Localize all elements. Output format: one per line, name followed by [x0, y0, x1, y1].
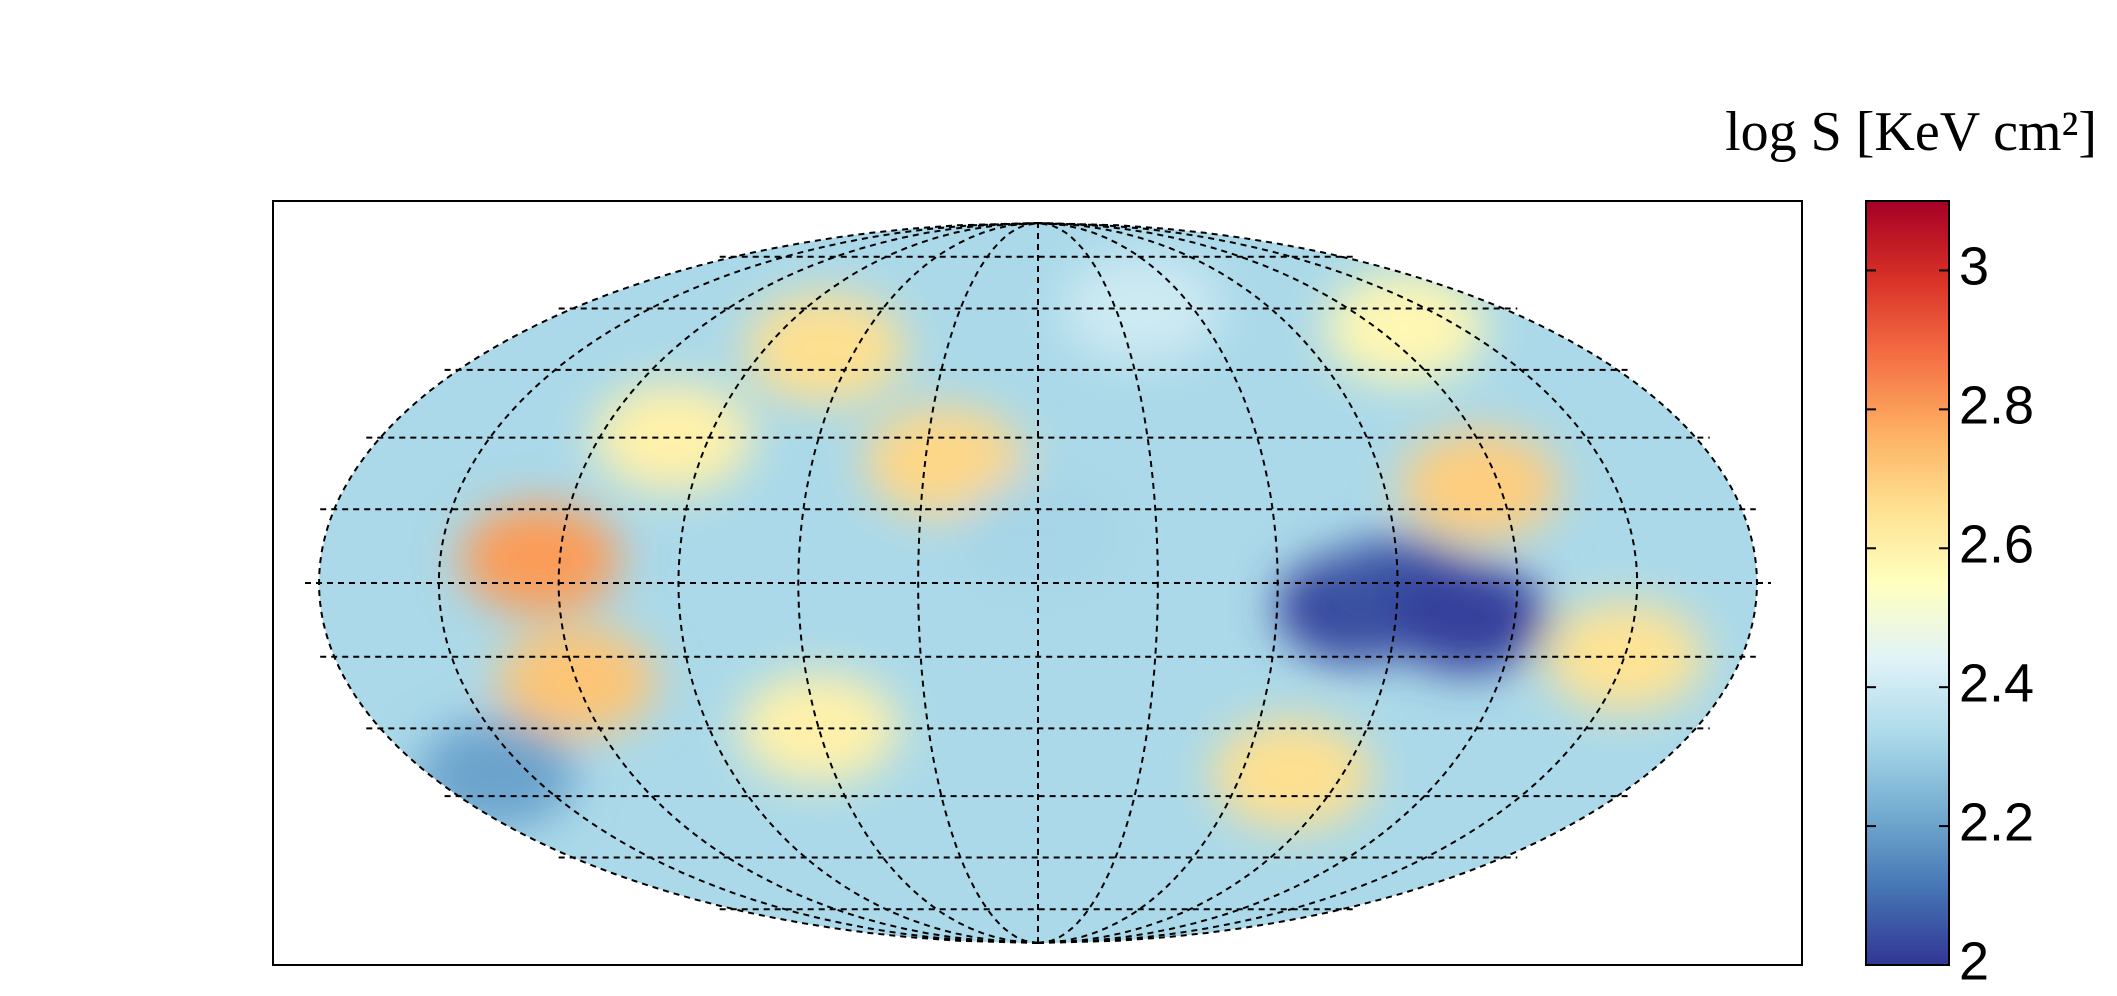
colorbar	[1865, 200, 1950, 966]
colorbar-tick-label: 2.4	[1959, 653, 2034, 713]
field-patch	[1544, 601, 1705, 712]
colorbar-tick-label: 2.6	[1959, 515, 2034, 575]
field-patch	[1324, 273, 1485, 384]
field-patch	[459, 503, 620, 614]
field-patch	[1211, 719, 1372, 830]
field-patch	[1061, 253, 1222, 364]
field-patch	[745, 293, 906, 404]
colorbar-tick-label: 2.2	[1959, 792, 2034, 852]
colorbar-tick-label: 2.8	[1959, 376, 2034, 436]
colorbar-tick-label: 3	[1959, 237, 1989, 297]
colorbar-label: log S [KeV cm²]	[1725, 101, 2097, 163]
field-patch	[1387, 562, 1548, 673]
meridian	[797, 222, 1039, 944]
field-patch	[592, 382, 753, 493]
meridian	[677, 222, 1039, 944]
meridian	[1037, 222, 1639, 944]
field-patch	[864, 406, 1025, 517]
map-frame	[272, 200, 1803, 966]
graticule	[305, 222, 1771, 944]
colorbar-tick-label: 2	[1959, 931, 1989, 991]
field-patch	[1400, 430, 1561, 541]
